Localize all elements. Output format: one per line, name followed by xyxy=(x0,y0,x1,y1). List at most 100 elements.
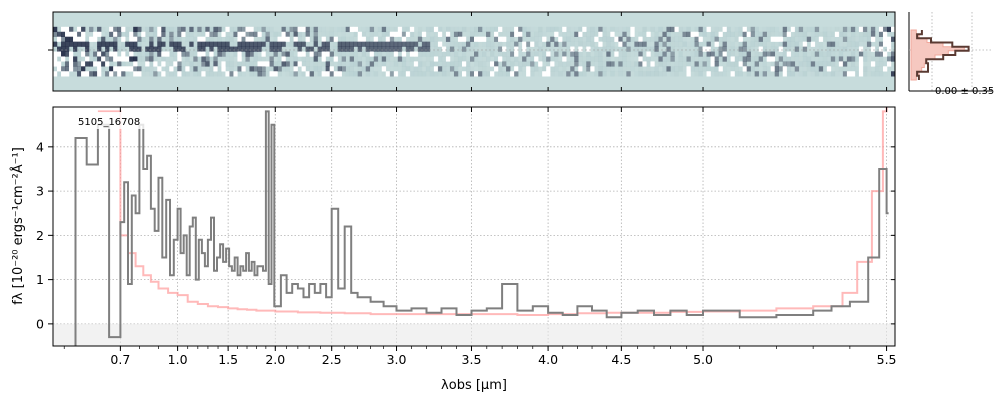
heatmap-cell xyxy=(666,36,671,42)
heatmap-cell xyxy=(574,71,579,77)
heatmap-cell xyxy=(365,36,371,42)
heatmap-cell xyxy=(89,26,94,33)
heatmap-cell xyxy=(261,71,266,77)
heatmap-cell xyxy=(514,31,519,37)
heatmap-cell xyxy=(137,36,142,42)
heatmap-cell xyxy=(233,66,237,71)
heatmap-cell xyxy=(874,61,880,67)
heatmap-cell xyxy=(862,61,868,67)
heatmap-cell xyxy=(614,32,618,37)
heatmap-cell xyxy=(770,36,776,42)
heatmap-cell xyxy=(586,61,591,67)
heatmap-cell xyxy=(682,31,687,37)
heatmap-cell xyxy=(762,61,767,67)
heatmap-cell xyxy=(273,31,278,37)
heatmap-cell xyxy=(429,56,435,62)
heatmap-cell xyxy=(882,46,888,52)
heatmap-cell xyxy=(794,46,800,52)
heatmap-cell xyxy=(361,26,367,33)
heatmap-cell xyxy=(818,41,824,47)
heatmap-cell xyxy=(361,66,367,72)
heatmap-cell xyxy=(702,56,707,62)
heatmap-cell xyxy=(642,46,647,52)
heatmap-cell xyxy=(798,66,804,72)
heatmap-cell xyxy=(81,41,86,47)
heatmap-cell xyxy=(325,26,330,33)
heatmap-cell xyxy=(253,36,258,42)
heatmap-cell xyxy=(453,36,459,42)
heatmap-cell xyxy=(558,71,563,77)
heatmap-cell xyxy=(81,61,86,67)
heatmap-cell xyxy=(706,41,711,47)
heatmap-cell xyxy=(826,66,832,72)
heatmap-cell xyxy=(405,26,411,33)
heatmap-cell xyxy=(277,56,282,62)
heatmap-cell xyxy=(834,41,840,47)
heatmap-cell xyxy=(842,26,848,33)
heatmap-cell xyxy=(494,61,499,67)
heatmap-cell xyxy=(674,41,679,47)
heatmap-cell xyxy=(237,26,242,33)
heatmap-cell xyxy=(57,61,62,67)
heatmap-cell xyxy=(886,51,892,57)
heatmap-cell xyxy=(278,27,282,32)
heatmap-cell xyxy=(445,36,451,42)
heatmap-cell xyxy=(65,61,70,67)
heatmap-cell xyxy=(670,41,675,47)
heatmap-cell xyxy=(325,36,330,42)
heatmap-cell xyxy=(482,36,487,42)
heatmap-cell xyxy=(297,61,302,67)
heatmap-cell xyxy=(847,32,851,37)
heatmap-cell xyxy=(474,41,479,47)
heatmap-cell xyxy=(57,36,62,42)
heatmap-cell xyxy=(850,41,856,47)
heatmap-cell xyxy=(333,36,338,42)
heatmap-cell xyxy=(886,61,892,67)
heatmap-cell xyxy=(201,66,206,72)
heatmap-cell xyxy=(490,56,494,61)
heatmap-cell xyxy=(385,56,391,62)
heatmap-cell xyxy=(121,31,126,37)
heatmap-cell xyxy=(89,66,94,72)
heatmap-cell xyxy=(401,66,407,72)
heatmap-cell xyxy=(449,46,455,52)
heatmap-cell xyxy=(277,61,282,67)
heatmap-cell xyxy=(113,56,118,62)
x-axis: 0.7 1.0 1.5 2.0 2.5 3.0 3.5 4.0 4.5 5.0 5.5 xyxy=(63,107,897,367)
heatmap-cell xyxy=(686,66,691,72)
heatmap-cell xyxy=(289,61,294,67)
heatmap-cell xyxy=(69,61,74,67)
heatmap-cell xyxy=(602,56,607,62)
heatmap-cell xyxy=(818,46,824,52)
heatmap-cell xyxy=(93,46,98,52)
heatmap-cell xyxy=(746,36,751,42)
heatmap-cell xyxy=(830,46,836,52)
heatmap-cell xyxy=(742,46,747,52)
heatmap-cell xyxy=(277,51,282,57)
heatmap-cell xyxy=(650,26,655,33)
heatmap-cell xyxy=(269,61,274,67)
heatmap-cell xyxy=(253,26,258,33)
heatmap-cell xyxy=(862,66,868,72)
heatmap-cell xyxy=(630,46,635,52)
heatmap-cell xyxy=(614,51,619,57)
heatmap-cell xyxy=(205,36,210,42)
heatmap-cell xyxy=(778,51,784,57)
heatmap-cell xyxy=(297,26,302,33)
heatmap-cell xyxy=(578,71,583,77)
heatmap-cell xyxy=(181,66,186,72)
heatmap-cell xyxy=(309,61,314,67)
heatmap-cell xyxy=(413,51,419,57)
heatmap-cell xyxy=(233,51,238,57)
heatmap-cell xyxy=(666,66,671,72)
heatmap-cell xyxy=(814,31,820,37)
heatmap-cell xyxy=(838,61,844,67)
heatmap-cell xyxy=(490,51,495,57)
heatmap-cell xyxy=(449,26,455,33)
heatmap-cell xyxy=(766,26,772,33)
heatmap-cell xyxy=(313,26,318,33)
heatmap-cell xyxy=(762,31,767,37)
heatmap-cell xyxy=(73,41,78,47)
heatmap-cell xyxy=(550,51,555,57)
heatmap-cell xyxy=(470,61,474,66)
